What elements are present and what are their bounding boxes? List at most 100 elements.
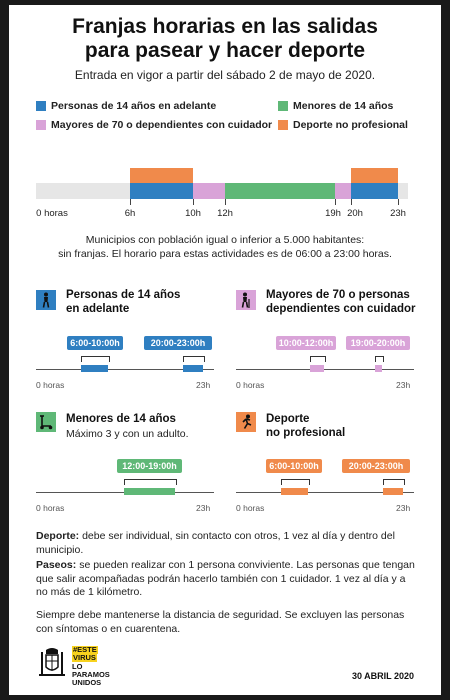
timeline-bar-minors [225, 183, 335, 199]
timeline-bar-adults-evening [351, 183, 398, 199]
panel-axis [236, 492, 414, 493]
logo-line: #ESTE [72, 645, 98, 654]
small-municipalities-note: Municipios con población igual o inferio… [0, 233, 450, 261]
panel-title-adults: Personas de 14 años en adelante [66, 288, 180, 316]
title-line-1: Franjas horarias en las salidas [72, 15, 378, 38]
distance-rule: Siempre debe mantenerse la distancia de … [36, 609, 405, 635]
paseos-rule: Paseos: se pueden realizar con 1 persona… [36, 559, 416, 600]
panel-axis [36, 369, 214, 370]
legend-item-adults: Personas de 14 años en adelante [36, 100, 216, 112]
tick-label-12h: 12h [217, 208, 233, 219]
timeline-bar-adults-morning [130, 183, 193, 199]
subtitle: Entrada en vigor a partir del sábado 2 d… [74, 68, 376, 82]
panel-start-label: 0 horas [36, 380, 65, 390]
logo-line: LO [72, 662, 83, 671]
bracket [383, 479, 405, 485]
timeline-bar-elderly-evening [335, 183, 351, 199]
panel-bar-sport-morning [281, 488, 308, 495]
time-pill-minors: 12:00-19:00h [117, 459, 182, 473]
tick [225, 199, 226, 205]
tick-label-0h: 0 horas [36, 208, 68, 219]
walking-person-icon [36, 290, 56, 310]
panel-title-sport: Deporte no profesional [266, 412, 345, 440]
tick-label-19h: 19h [325, 208, 341, 219]
panel-title-minors: Menores de 14 años [66, 413, 176, 425]
panel-end-label: 23h [196, 503, 211, 513]
running-person-icon [236, 412, 256, 432]
legend-label: Menores de 14 años [293, 100, 394, 112]
timeline-bar-sport-evening [351, 168, 398, 183]
legend-label: Personas de 14 años en adelante [51, 100, 217, 112]
panel-start-label: 0 horas [236, 503, 265, 513]
legend-item-elderly: Mayores de 70 o dependientes con cuidado… [36, 119, 272, 131]
paseos-text: se pueden realizar con 1 persona convivi… [36, 559, 415, 598]
panel-title-line: en adelante [66, 303, 130, 315]
publication-date: 30 ABRIL 2020 [352, 671, 415, 681]
scooter-icon [36, 412, 56, 432]
infographic-card [9, 5, 441, 695]
legend-swatch [36, 101, 46, 111]
legend-item-sport: Deporte no profesional [278, 119, 408, 131]
legend-swatch [278, 101, 288, 111]
tick-label-6h: 6h [124, 208, 136, 219]
bracket [281, 479, 310, 485]
tick [351, 199, 352, 205]
logo-line: VIRUS [72, 653, 97, 662]
panel-start-label: 0 horas [236, 380, 265, 390]
timeline-bar-sport-morning [130, 168, 193, 183]
panel-title-line: dependientes con cuidador [266, 303, 416, 315]
bracket [81, 356, 110, 362]
logo-line: PARAMOS [72, 670, 110, 679]
panel-title-line: no profesional [266, 427, 346, 439]
panel-bar-minors [124, 488, 175, 495]
tick [193, 199, 194, 205]
panel-bar-adults-morning [81, 365, 108, 372]
deporte-text: debe ser individual, sin contacto con ot… [36, 530, 395, 556]
este-virus-logo: #ESTE VIRUS LO PARAMOS UNIDOS [72, 645, 114, 687]
time-pill-elderly-evening: 19:00-20:00h [346, 336, 410, 350]
tick [398, 199, 399, 205]
title-line-2: para pasear y hacer deporte [84, 39, 366, 62]
bracket [310, 356, 326, 362]
spain-coat-of-arms-logo [38, 646, 66, 680]
time-pill-elderly-morning: 10:00-12:00h [276, 336, 336, 350]
panel-bar-adults-evening [183, 365, 203, 372]
tick-label-10h: 10h [185, 208, 201, 219]
tick-label-23h: 23h [390, 208, 406, 219]
bracket [183, 356, 205, 362]
time-pill-adults-evening: 20:00-23:00h [144, 336, 212, 350]
panel-start-label: 0 horas [36, 503, 65, 513]
tick-label-20h: 20h [347, 208, 363, 219]
paseos-label: Paseos: [36, 559, 77, 571]
tick [130, 199, 131, 205]
time-pill-sport-morning: 6:00-10:00h [266, 459, 322, 473]
legend-label: Mayores de 70 o dependientes con cuidado… [51, 119, 273, 131]
panel-end-label: 23h [196, 380, 211, 390]
panel-end-label: 23h [396, 380, 411, 390]
deporte-label: Deporte: [36, 530, 80, 542]
legend-label: Deporte no profesional [293, 119, 408, 131]
panel-title-line: Deporte [266, 413, 310, 425]
time-pill-adults-morning: 6:00-10:00h [67, 336, 123, 350]
bracket [375, 356, 384, 362]
bracket [124, 479, 177, 485]
panel-title-line: Personas de 14 años [66, 289, 181, 301]
note-line-1: Municipios con población igual o inferio… [85, 234, 365, 246]
panel-bar-sport-evening [383, 488, 403, 495]
tick [335, 199, 336, 205]
panel-subtitle-minors: Máximo 3 y con un adulto. [66, 428, 189, 440]
legend-swatch [36, 120, 46, 130]
elderly-cane-icon [236, 290, 256, 310]
deporte-rule: Deporte: debe ser individual, sin contac… [36, 530, 416, 557]
panel-axis [236, 369, 414, 370]
time-pill-sport-evening: 20:00-23:00h [342, 459, 410, 473]
panel-title-elderly: Mayores de 70 o personas dependientes co… [266, 288, 416, 316]
note-line-2: sin franjas. El horario para estas activ… [58, 248, 392, 260]
legend-swatch [278, 120, 288, 130]
panel-bar-elderly-morning [310, 365, 324, 372]
panel-bar-elderly-evening [375, 365, 382, 372]
logo-line: UNIDOS [72, 678, 102, 687]
panel-title-line: Mayores de 70 o personas [266, 289, 410, 301]
panel-end-label: 23h [396, 503, 411, 513]
timeline-bar-elderly-morning [193, 183, 225, 199]
